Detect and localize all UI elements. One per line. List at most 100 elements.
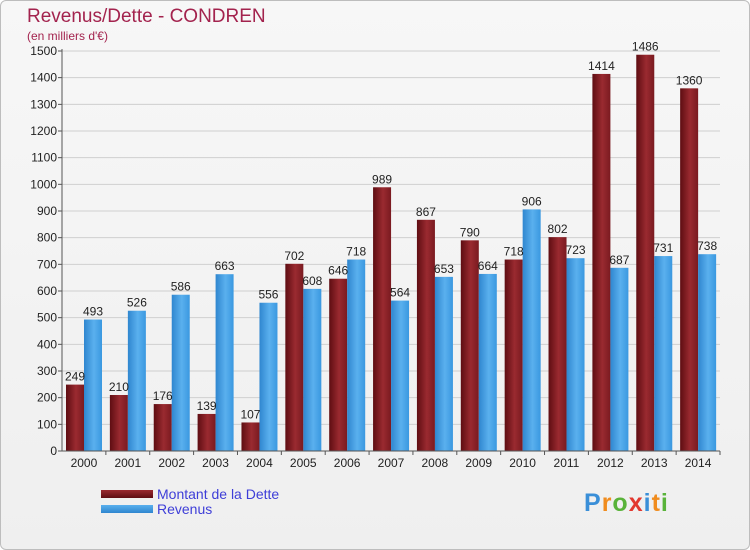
bar-dette-2003 <box>197 413 216 451</box>
y-tick-label-0: 0 <box>50 444 57 458</box>
value-label-dette-2009: 790 <box>460 225 480 239</box>
bar-revenus-2004 <box>259 302 278 451</box>
value-label-revenus-2001: 526 <box>127 296 147 310</box>
value-label-dette-2000: 249 <box>65 370 85 384</box>
value-label-dette-2006: 646 <box>328 264 348 278</box>
value-label-revenus-2013: 731 <box>653 241 673 255</box>
value-label-revenus-2003: 663 <box>215 259 235 273</box>
x-tick-label-2011: 2011 <box>554 456 580 470</box>
bar-revenus-2005 <box>303 288 322 451</box>
bar-dette-2002 <box>153 404 172 451</box>
logo-letter: i <box>660 489 669 517</box>
x-tick-label-2012: 2012 <box>597 456 624 470</box>
y-tick-label-1500: 1500 <box>30 44 57 58</box>
bar-dette-2004 <box>241 422 260 451</box>
value-label-revenus-2008: 653 <box>434 262 454 276</box>
value-label-revenus-2009: 664 <box>478 259 498 273</box>
logo-letter: x <box>628 489 644 517</box>
value-label-revenus-2012: 687 <box>609 253 629 267</box>
value-label-dette-2010: 718 <box>504 245 524 259</box>
value-label-revenus-2006: 718 <box>346 245 366 259</box>
y-tick-label-600: 600 <box>37 284 57 298</box>
x-tick-label-2000: 2000 <box>71 456 98 470</box>
y-tick-label-1000: 1000 <box>30 177 57 191</box>
bar-dette-2007 <box>373 187 392 451</box>
bar-dette-2010 <box>504 259 523 451</box>
value-label-revenus-2010: 906 <box>522 194 542 208</box>
value-label-dette-2013: 1486 <box>632 40 659 54</box>
value-label-dette-2005: 702 <box>284 249 304 263</box>
bar-dette-2011 <box>548 237 567 451</box>
value-label-dette-2007: 989 <box>372 172 392 186</box>
bar-dette-2014 <box>680 88 699 451</box>
y-tick-label-900: 900 <box>37 204 57 218</box>
y-tick-label-1400: 1400 <box>30 71 57 85</box>
x-tick-label-2010: 2010 <box>509 456 536 470</box>
x-tick-label-2008: 2008 <box>422 456 449 470</box>
value-label-dette-2011: 802 <box>548 222 568 236</box>
x-tick-label-2005: 2005 <box>290 456 317 470</box>
logo-letter: o <box>612 489 629 517</box>
x-tick-label-2004: 2004 <box>246 456 273 470</box>
bar-revenus-2014 <box>698 254 717 451</box>
value-label-revenus-2005: 608 <box>302 274 322 288</box>
bar-dette-2012 <box>592 73 611 451</box>
logo-letter: i <box>643 489 652 517</box>
bar-revenus-2000 <box>84 319 102 451</box>
bar-revenus-2009 <box>478 273 497 451</box>
value-label-revenus-2002: 586 <box>171 280 191 294</box>
value-label-revenus-2007: 564 <box>390 286 410 300</box>
y-tick-label-400: 400 <box>37 337 57 351</box>
y-tick-label-700: 700 <box>37 257 57 271</box>
y-tick-label-200: 200 <box>37 391 57 405</box>
bar-revenus-2012 <box>610 267 629 451</box>
bar-dette-2006 <box>329 278 348 451</box>
x-tick-label-2007: 2007 <box>378 456 405 470</box>
axes: 0 100 200 300 400 500 600 700 800 900 1000 1100 1200… <box>30 44 721 470</box>
bar-revenus-2001 <box>127 310 146 451</box>
value-label-revenus-2014: 738 <box>697 239 717 253</box>
value-label-dette-2014: 1360 <box>676 73 703 87</box>
logo-letter: P <box>584 489 602 517</box>
chart-subtitle: (en milliers d'€) <box>27 29 108 43</box>
value-label-dette-2003: 139 <box>197 399 217 413</box>
value-label-revenus-2004: 556 <box>258 288 278 302</box>
bar-dette-2013 <box>636 54 655 451</box>
y-tick-label-300: 300 <box>37 364 57 378</box>
legend-label-revenus: Revenus <box>157 501 213 517</box>
data-labels: 249 493 210 526 176 586 139 663 107 556 702 608 646 7… <box>65 40 717 422</box>
bar-revenus-2011 <box>566 258 585 451</box>
y-tick-label-500: 500 <box>37 311 57 325</box>
x-tick-label-2003: 2003 <box>202 456 229 470</box>
bar-revenus-2008 <box>434 276 453 451</box>
value-label-dette-2008: 867 <box>416 205 436 219</box>
value-label-revenus-2000: 493 <box>83 305 103 319</box>
bar-dette-2001 <box>109 395 128 451</box>
bar-revenus-2007 <box>391 300 410 451</box>
legend-swatch-debt <box>101 490 153 498</box>
value-label-dette-2012: 1414 <box>588 59 615 73</box>
logo-letter: t <box>651 489 661 517</box>
value-label-dette-2002: 176 <box>153 389 173 403</box>
bar-revenus-2010 <box>522 209 541 451</box>
value-label-dette-2001: 210 <box>109 380 129 394</box>
bar-revenus-2002 <box>171 294 190 451</box>
bar-dette-2005 <box>285 263 304 451</box>
x-tick-label-2001: 2001 <box>114 456 141 470</box>
y-tick-label-100: 100 <box>37 417 57 431</box>
bar-dette-2009 <box>460 240 479 451</box>
bar-revenus-2013 <box>654 256 673 451</box>
x-tick-label-2006: 2006 <box>334 456 361 470</box>
x-tick-label-2013: 2013 <box>641 456 668 470</box>
legend-swatch-revenus <box>101 505 153 513</box>
x-tick-label-2014: 2014 <box>685 456 712 470</box>
logo-letter: r <box>601 489 613 517</box>
y-tick-label-800: 800 <box>37 231 57 245</box>
bar-dette-2008 <box>416 219 435 451</box>
value-label-revenus-2011: 723 <box>566 243 586 257</box>
x-tick-label-2002: 2002 <box>158 456 185 470</box>
legend-label-debt: Montant de la Dette <box>157 486 280 502</box>
bar-dette-2000 <box>66 384 84 451</box>
